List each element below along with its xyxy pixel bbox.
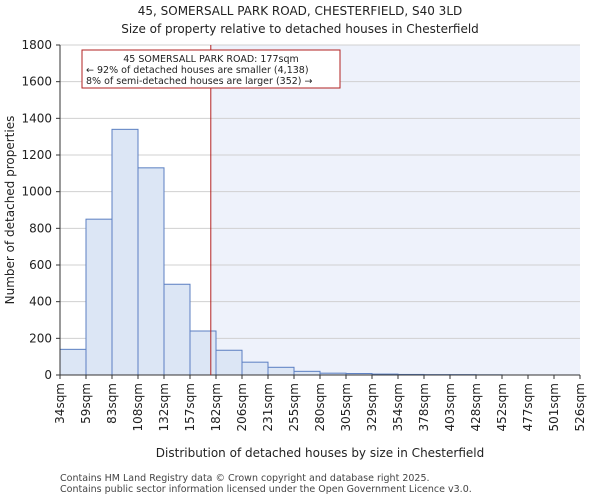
x-tick-label: 403sqm	[443, 383, 457, 431]
x-tick-label: 255sqm	[287, 383, 301, 431]
x-tick-label: 428sqm	[469, 383, 483, 431]
x-tick-label: 329sqm	[365, 383, 379, 431]
y-tick-label: 1400	[21, 111, 52, 125]
y-tick-label: 400	[29, 295, 52, 309]
chart-subtitle: Size of property relative to detached ho…	[121, 22, 479, 36]
x-tick-label: 501sqm	[547, 383, 561, 431]
x-tick-label: 182sqm	[209, 383, 223, 431]
annotation-line-1: 45 SOMERSALL PARK ROAD: 177sqm	[123, 54, 299, 65]
bar	[241, 361, 269, 376]
bar	[267, 366, 295, 376]
x-tick-label: 132sqm	[157, 383, 171, 431]
bar	[59, 348, 87, 376]
x-tick-label: 354sqm	[391, 383, 405, 431]
x-tick-label: 108sqm	[131, 383, 145, 431]
y-tick-label: 1600	[21, 75, 52, 89]
y-tick-label: 1200	[21, 148, 52, 162]
x-tick-label: 231sqm	[261, 383, 275, 431]
annotation-box	[81, 49, 341, 89]
y-tick-label: 0	[44, 368, 52, 382]
y-tick-label: 200	[29, 331, 52, 345]
annotation-line-3: 8% of semi-detached houses are larger (3…	[86, 76, 313, 87]
x-axis-label: Distribution of detached houses by size …	[156, 446, 484, 460]
bar	[137, 167, 165, 376]
x-tick-label: 280sqm	[313, 383, 327, 431]
x-tick-label: 34sqm	[53, 383, 67, 424]
x-tick-label: 305sqm	[339, 383, 353, 431]
larger-region-shade	[210, 45, 581, 375]
x-tick-label: 452sqm	[495, 383, 509, 431]
y-tick-label: 1000	[21, 185, 52, 199]
bar	[189, 330, 217, 376]
x-tick-label: 206sqm	[235, 383, 249, 431]
y-tick-label: 1800	[21, 38, 52, 52]
bar	[85, 218, 113, 376]
bar	[163, 283, 191, 376]
footer-line-1: Contains HM Land Registry data © Crown c…	[60, 473, 430, 484]
bar	[215, 349, 243, 376]
chart-title: 45, SOMERSALL PARK ROAD, CHESTERFIELD, S…	[137, 4, 463, 18]
x-tick-label: 378sqm	[417, 383, 431, 431]
y-tick-label: 800	[29, 221, 52, 235]
annotation-line-2: ← 92% of detached houses are smaller (4,…	[86, 65, 309, 76]
y-tick-label: 600	[29, 258, 52, 272]
x-tick-label: 59sqm	[79, 383, 93, 424]
x-tick-label: 526sqm	[573, 383, 587, 431]
x-tick-label: 157sqm	[183, 383, 197, 431]
bar	[111, 128, 139, 376]
bar	[293, 370, 321, 376]
y-axis-label: Number of detached properties	[3, 116, 17, 305]
x-tick-label: 83sqm	[105, 383, 119, 424]
x-tick-label: 477sqm	[521, 383, 535, 431]
footer-line-2: Contains public sector information licen…	[60, 484, 472, 495]
